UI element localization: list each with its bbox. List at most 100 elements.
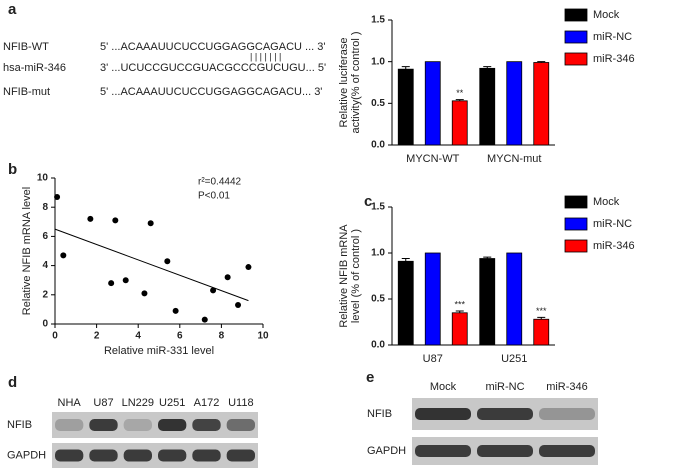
panel-letter: b — [8, 161, 17, 178]
bar — [451, 312, 468, 346]
lane-label: NHA — [58, 397, 82, 409]
x-tick-label: U251 — [501, 353, 527, 365]
band — [226, 419, 255, 431]
seq-name: NFIB-mut — [3, 86, 50, 98]
x-tick-label: U87 — [423, 353, 443, 365]
panel-letter: c — [364, 193, 372, 210]
error-bar — [537, 316, 546, 320]
point — [112, 217, 119, 224]
point — [164, 258, 171, 265]
y-axis-label: Relative NFIB mRNA level — [21, 187, 33, 315]
error-bar — [455, 310, 464, 313]
fit-line — [54, 228, 249, 302]
band — [226, 449, 255, 462]
y-tick-label: 10 — [37, 173, 49, 184]
legend-label: miR-NC — [593, 218, 632, 230]
bar — [506, 61, 523, 146]
band — [192, 449, 221, 462]
band — [89, 449, 118, 462]
band — [55, 419, 84, 431]
blot-strip — [52, 412, 258, 438]
error-bar — [455, 99, 464, 101]
band — [158, 419, 187, 431]
band — [539, 445, 595, 457]
point — [108, 280, 115, 287]
error-bar — [401, 66, 410, 70]
y-tick-label: 0.5 — [371, 294, 385, 305]
y-axis-label: level (% of control ) — [350, 229, 362, 323]
bar — [424, 252, 441, 346]
legend-swatch — [564, 8, 588, 22]
legend-label: Mock — [593, 196, 620, 208]
bar — [479, 258, 496, 346]
legend-label: miR-346 — [593, 53, 635, 65]
lane-label: U87 — [93, 397, 113, 409]
bar — [506, 252, 523, 346]
point — [122, 277, 129, 284]
band — [477, 408, 533, 420]
y-tick-label: 2 — [42, 289, 48, 300]
lane-label: U251 — [159, 397, 185, 409]
lane-label: Mock — [430, 381, 457, 393]
point — [172, 307, 179, 314]
legend-label: miR-346 — [593, 240, 635, 252]
y-tick-label: 8 — [42, 202, 48, 213]
row-label: NFIB — [7, 419, 32, 431]
y-tick-label: 0.0 — [371, 140, 385, 151]
legend-swatch — [564, 239, 588, 253]
panel-letter: a — [8, 1, 17, 18]
panel-letter: d — [8, 374, 17, 391]
band — [55, 449, 84, 462]
y-tick-label: 1.5 — [371, 15, 385, 26]
x-axis-label: Relative miR-331 level — [104, 345, 214, 357]
band — [158, 449, 187, 462]
band — [415, 445, 471, 457]
value-annotation: *** — [454, 299, 465, 309]
point — [87, 215, 94, 222]
band — [192, 419, 221, 431]
x-tick-label: MYCN-WT — [406, 153, 459, 165]
x-tick-label: 0 — [52, 331, 58, 342]
y-axis-label: Relative luciferase — [338, 38, 350, 128]
point — [245, 264, 252, 271]
seq-name: NFIB-WT — [3, 41, 49, 53]
band — [477, 445, 533, 457]
band — [123, 449, 152, 462]
legend-label: miR-NC — [593, 31, 632, 43]
panel-letter: e — [366, 369, 374, 386]
bar — [533, 62, 550, 146]
x-tick-label: 6 — [177, 331, 183, 342]
bar — [397, 260, 414, 346]
value-annotation: ** — [456, 88, 464, 98]
value-annotation: *** — [536, 306, 547, 316]
y-axis-label: Relative NFIB mRNA — [338, 224, 350, 328]
y-tick-label: 1.0 — [371, 56, 385, 67]
row-label: NFIB — [367, 408, 392, 420]
point — [235, 302, 242, 309]
y-tick-label: 1.0 — [371, 248, 385, 259]
y-tick-label: 0.0 — [371, 340, 385, 351]
seq: 5' ...ACAAAUUCUCCUGGAGGCAGACU ... 3' — [100, 41, 325, 53]
point — [141, 290, 148, 297]
legend-swatch — [564, 217, 588, 231]
x-tick-label: 2 — [94, 331, 100, 342]
y-tick-label: 0 — [42, 319, 48, 330]
seq-name: hsa-miR-346 — [3, 62, 66, 74]
band — [89, 419, 118, 431]
point — [60, 252, 67, 259]
bar — [397, 68, 414, 146]
legend-swatch — [564, 52, 588, 66]
error-bar — [483, 66, 492, 69]
point — [224, 274, 231, 281]
row-label: GAPDH — [367, 445, 406, 457]
y-tick-label: 0.5 — [371, 98, 385, 109]
lane-label: LN229 — [122, 397, 154, 409]
bar — [451, 100, 468, 146]
pairing: | | | | | | | — [250, 51, 281, 61]
band — [539, 408, 595, 420]
lane-label: A172 — [194, 397, 220, 409]
seq: 3' ...UCUCCGUCCGUACGCCCGUCUGU... 5' — [100, 62, 326, 74]
point — [201, 316, 208, 323]
row-label: GAPDH — [7, 449, 46, 461]
